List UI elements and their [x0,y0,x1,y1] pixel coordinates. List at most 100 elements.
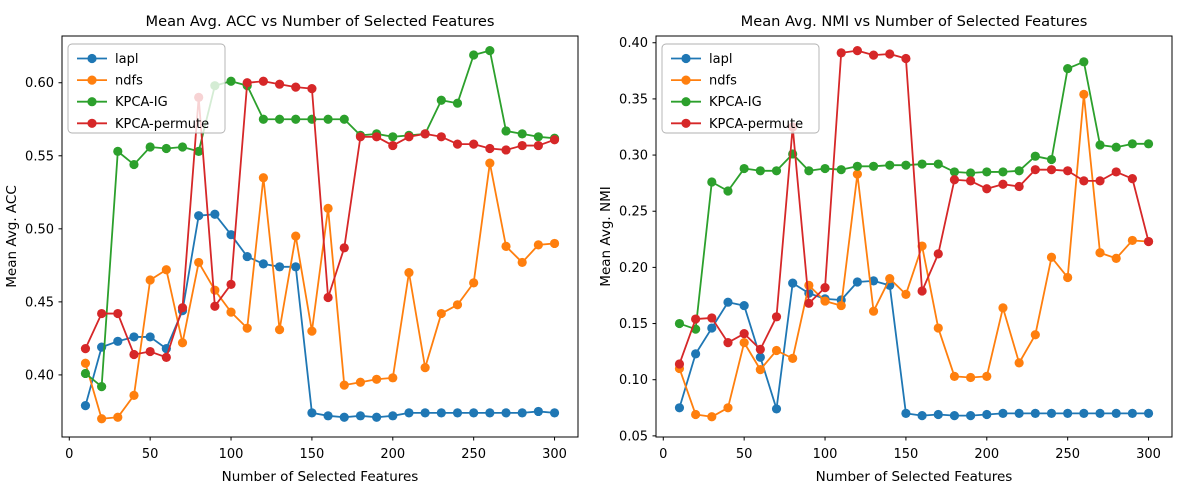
y-tick-label: 0.45 [25,295,54,310]
y-tick-label: 0.10 [619,373,648,388]
data-point-lapl [1079,408,1089,419]
data-point-ndfs [804,280,814,290]
legend-marker-KPCA-permute [681,118,691,128]
data-point-lapl [917,411,927,421]
data-point-KPCA-IG [852,161,862,171]
data-point-KPCA-permute [339,243,349,253]
data-point-KPCA-IG [80,368,91,379]
data-point-ndfs [145,275,155,285]
data-point-lapl [1127,408,1137,419]
data-point-KPCA-permute [388,140,398,151]
data-point-KPCA-IG [388,132,398,142]
data-point-KPCA-permute [917,286,927,296]
data-point-KPCA-IG [885,160,895,170]
data-point-lapl [868,276,879,286]
data-point-ndfs [549,238,560,249]
data-point-KPCA-IG [1127,139,1137,149]
data-point-ndfs [129,390,139,400]
data-point-KPCA-IG [755,166,765,176]
legend: lapl ndfs KPCA-IG KPCA-permute [67,43,226,134]
data-point-ndfs [452,300,463,310]
data-point-KPCA-permute [949,175,960,185]
data-point-KPCA-permute [291,82,301,92]
data-point-KPCA-IG [933,159,943,169]
data-point-ndfs [339,380,349,390]
data-point-lapl [852,277,862,287]
y-tick-label: 0.15 [619,317,648,332]
data-point-KPCA-IG [949,167,960,177]
data-point-lapl [1030,408,1040,419]
data-point-lapl [436,408,446,418]
data-point-KPCA-permute [420,129,430,139]
data-point-lapl [517,408,527,418]
data-point-KPCA-permute [982,184,992,194]
data-point-KPCA-IG [723,186,733,196]
data-point-ndfs [982,371,992,381]
data-point-KPCA-permute [836,48,846,58]
data-point-KPCA-permute [307,83,317,94]
data-point-ndfs [80,358,91,368]
x-tick-label: 200 [380,447,405,462]
legend-marker-KPCA-IG [681,97,691,107]
data-point-ndfs [1111,253,1121,264]
data-point-KPCA-permute [372,132,382,142]
data-point-KPCA-IG [1063,63,1073,74]
data-point-ndfs [901,289,911,299]
data-point-ndfs [1030,330,1040,340]
data-point-lapl [469,408,479,418]
data-point-KPCA-permute [691,314,701,324]
data-point-ndfs [323,203,333,213]
legend-marker-KPCA-IG [87,97,97,107]
data-point-KPCA-IG [804,166,814,176]
legend-label-KPCA-IG: KPCA-IG [115,95,168,110]
x-axis-label: Number of Selected Features [816,469,1013,485]
data-point-KPCA-IG [1095,140,1105,150]
nmi-line-chart: Mean Avg. NMI vs Number of Selected Feat… [594,0,1188,490]
data-point-lapl [1143,408,1154,419]
x-tick-label: 100 [813,447,838,462]
data-point-ndfs [161,265,171,275]
data-point-KPCA-permute [820,283,830,293]
data-point-KPCA-IG [469,50,479,60]
data-point-KPCA-IG [966,168,976,178]
y-axis-label: Mean Avg. ACC [4,185,20,288]
x-tick-label: 250 [1055,447,1080,462]
data-point-ndfs [1127,235,1137,246]
data-point-ndfs [852,169,862,179]
data-point-ndfs [404,268,414,278]
data-point-KPCA-permute [177,303,188,313]
data-point-lapl [274,262,285,272]
data-point-KPCA-IG [1079,57,1089,67]
data-point-ndfs [1046,252,1057,262]
data-point-lapl [129,332,139,342]
legend-box [661,43,820,134]
axes-spines [655,35,1173,438]
data-point-KPCA-IG [998,167,1008,177]
data-point-ndfs [274,325,285,335]
data-point-KPCA-IG [501,126,511,136]
data-point-KPCA-IG [177,142,188,152]
data-point-KPCA-IG [145,142,155,152]
x-tick-label: 200 [974,447,999,462]
data-point-lapl [355,411,366,421]
data-point-ndfs [372,374,382,384]
data-point-ndfs [242,323,252,333]
data-point-KPCA-IG [517,129,527,139]
y-tick-label: 0.25 [619,205,648,220]
data-point-KPCA-permute [933,249,943,259]
data-point-ndfs [691,409,701,420]
data-point-KPCA-IG [339,114,349,124]
acc-chart-figure: Mean Avg. ACC vs Number of Selected Feat… [0,0,594,490]
data-point-KPCA-IG [113,146,123,157]
data-point-lapl [501,408,511,418]
data-point-ndfs [788,353,798,363]
data-point-KPCA-IG [836,165,846,175]
data-point-KPCA-IG [533,132,543,142]
data-point-KPCA-permute [804,298,814,308]
y-tick-label: 0.55 [25,149,54,164]
data-point-ndfs [258,173,268,183]
data-point-KPCA-permute [517,140,527,151]
data-point-lapl [674,403,685,413]
data-point-KPCA-permute [1014,181,1024,192]
data-point-lapl [420,408,430,418]
